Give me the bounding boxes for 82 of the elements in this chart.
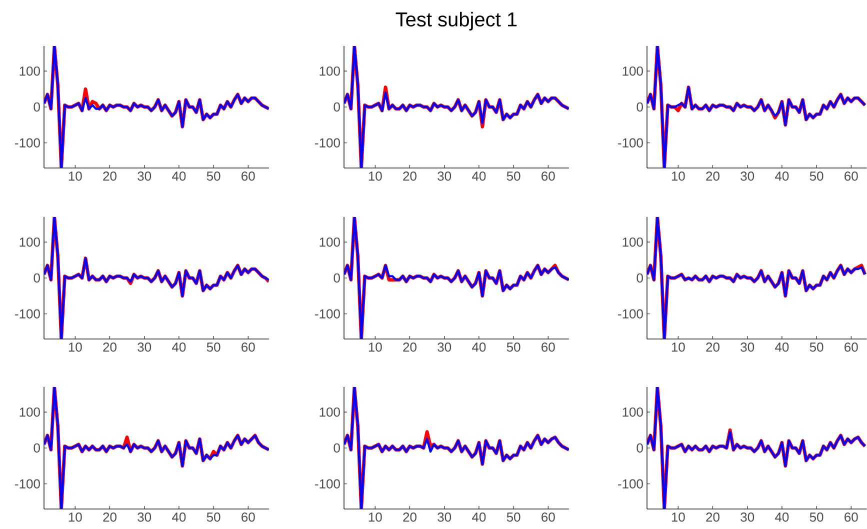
x-tick-label: 10 [368, 512, 382, 522]
y-tick-label: 100 [20, 408, 40, 417]
x-tick-label: 20 [103, 342, 116, 352]
y-tick-label: 0 [636, 443, 643, 453]
x-tick-label: 60 [242, 172, 255, 181]
x-tick-label: 30 [138, 172, 152, 181]
y-tick-label: -100 [618, 138, 643, 148]
x-tick-label: 50 [810, 342, 824, 352]
x-tick-label: 10 [672, 172, 685, 181]
x-tick-label: 30 [438, 512, 452, 522]
y-tick-label: -100 [315, 309, 340, 318]
y-tick-label: 0 [636, 273, 643, 283]
x-tick-label: 30 [740, 512, 754, 522]
y-tick-label: 100 [622, 66, 643, 76]
x-tick-label: 20 [403, 512, 416, 522]
y-tick-label: 100 [622, 408, 643, 417]
x-tick-label: 10 [368, 172, 382, 181]
x-tick-label: 10 [368, 342, 382, 352]
x-tick-label: 60 [542, 172, 555, 181]
y-tick-label: 0 [34, 102, 40, 112]
x-tick-label: 20 [706, 342, 720, 352]
x-tick-label: 20 [403, 342, 416, 352]
x-tick-label: 40 [472, 172, 486, 181]
x-tick-label: 40 [775, 342, 789, 352]
x-tick-label: 30 [138, 512, 152, 522]
x-tick-label: 60 [242, 342, 255, 352]
x-tick-label: 40 [775, 512, 789, 522]
x-tick-label: 60 [844, 512, 858, 522]
y-tick-label: 100 [20, 66, 40, 76]
x-tick-label: 60 [844, 172, 858, 181]
x-tick-label: 20 [706, 512, 720, 522]
y-tick-label: -100 [15, 479, 40, 488]
y-tick-label: 100 [320, 408, 340, 417]
x-tick-label: 50 [206, 342, 220, 352]
x-tick-label: 20 [706, 172, 720, 181]
x-tick-label: 10 [68, 342, 82, 352]
y-tick-label: -100 [618, 309, 643, 318]
x-tick-label: 40 [172, 342, 186, 352]
x-tick-label: 40 [472, 512, 486, 522]
x-tick-label: 40 [472, 342, 486, 352]
x-tick-label: 10 [672, 342, 685, 352]
y-tick-label: -100 [315, 138, 340, 148]
x-tick-label: 50 [506, 172, 520, 181]
y-tick-label: 100 [320, 66, 340, 76]
y-tick-label: -100 [618, 479, 643, 488]
y-tick-label: 100 [320, 238, 340, 247]
x-tick-label: 20 [103, 512, 116, 522]
x-tick-label: 10 [672, 512, 685, 522]
x-tick-label: 60 [542, 512, 555, 522]
y-tick-label: -100 [15, 138, 40, 148]
x-tick-label: 40 [172, 512, 186, 522]
x-tick-label: 50 [506, 512, 520, 522]
x-tick-label: 30 [740, 342, 754, 352]
x-tick-label: 30 [740, 172, 754, 181]
x-tick-label: 20 [103, 172, 116, 181]
x-tick-label: 50 [810, 512, 824, 522]
x-tick-label: 30 [138, 342, 152, 352]
x-tick-label: 60 [542, 342, 555, 352]
y-tick-label: 0 [334, 443, 340, 453]
x-tick-label: 20 [403, 172, 416, 181]
y-tick-label: 100 [20, 238, 40, 247]
x-tick-label: 60 [844, 342, 858, 352]
x-tick-label: 40 [172, 172, 186, 181]
y-tick-label: -100 [315, 479, 340, 488]
x-tick-label: 30 [438, 342, 452, 352]
x-tick-label: 10 [68, 172, 82, 181]
chart-title: Test subject 1 [396, 12, 517, 30]
x-tick-label: 50 [206, 512, 220, 522]
y-tick-label: 0 [636, 102, 643, 112]
x-tick-label: 50 [506, 342, 520, 352]
y-tick-label: 0 [334, 102, 340, 112]
y-tick-label: -100 [15, 309, 40, 318]
y-tick-label: 0 [34, 273, 40, 283]
y-tick-label: 0 [34, 443, 40, 453]
x-tick-label: 10 [68, 512, 82, 522]
x-tick-label: 60 [242, 512, 255, 522]
x-tick-label: 40 [775, 172, 789, 181]
x-tick-label: 50 [810, 172, 824, 181]
y-tick-label: 100 [622, 238, 643, 247]
x-tick-label: 50 [206, 172, 220, 181]
y-tick-label: 0 [334, 273, 340, 283]
x-tick-label: 30 [438, 172, 452, 181]
